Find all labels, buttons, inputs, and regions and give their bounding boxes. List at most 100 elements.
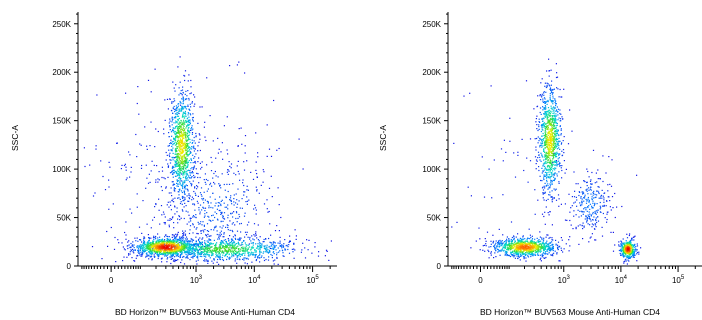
right-plot-event-dot [591,196,593,198]
right-plot-event-dot [493,159,495,161]
left-plot-event-dot [252,246,254,249]
right-plot-event-dot [535,146,537,148]
right-plot-event-dot [584,181,586,183]
left-plot-event-dot [175,247,177,249]
right-plot-event-dot [549,191,551,193]
left-plot-event-dot [206,244,209,246]
right-plot-event-dot [534,156,537,158]
left-plot-event-dot [190,159,193,161]
left-plot-event-dot [234,244,236,246]
right-plot-event-dot [633,239,635,241]
left-plot-event-dot [186,142,188,145]
right-plot-event-dot [583,226,585,228]
left-plot-event-dot [219,258,222,261]
left-plot-event-dot [163,246,165,248]
left-plot-event-dot [199,244,201,246]
left-plot-event-dot [201,247,203,249]
right-plot-event-dot [551,224,553,226]
left-plot-event-dot [197,252,199,254]
left-plot-event-dot [195,136,197,138]
left-plot-event-dot [193,150,195,152]
left-plot-event-dot [166,204,168,206]
left-plot-event-dot [228,257,230,259]
left-plot-event-dot [194,244,196,246]
left-plot-event-dot [191,243,193,246]
left-plot-event-dot [175,240,177,242]
left-plot-event-dot [140,246,142,248]
left-plot-event-dot [125,238,127,240]
left-plot-event-dot [257,243,259,245]
left-plot-event-dot [181,185,183,187]
left-plot-event-dot [179,141,181,143]
left-plot-event-dot [149,247,151,249]
right-plot-event-dot [556,124,558,126]
left-plot-event-dot [166,247,168,249]
right-plot-event-dot [505,240,507,242]
left-plot-event-dot [165,253,167,255]
left-plot-event-dot [241,198,243,200]
right-plot-event-dot [488,246,490,248]
left-plot-event-dot [219,257,221,259]
left-plot-event-dot [220,211,222,213]
left-plot-event-dot [176,240,178,242]
right-plot-event-dot [538,126,540,128]
left-plot-event-dot [183,134,185,136]
left-plot-event-dot [167,238,169,240]
right-plot-event-dot [628,257,630,259]
left-plot-event-dot [229,199,231,201]
right-plot-event-dot [499,245,501,247]
right-plot-event-dot [578,243,580,245]
right-plot-event-dot [575,196,577,198]
left-plot-event-dot [203,255,205,257]
left-plot-event-dot [187,174,189,176]
left-plot-event-dot [175,136,177,138]
right-plot-event-dot [542,193,544,195]
left-plot-event-dot [243,184,245,187]
left-plot-event-dot [181,123,183,126]
right-plot-event-dot [552,247,554,249]
right-plot-event-dot [559,88,561,91]
right-plot-event-dot [547,185,549,187]
left-plot-event-dot [219,185,221,187]
right-plot-event-dot [580,197,582,199]
left-plot-event-dot [204,255,206,257]
left-plot-event-dot [175,241,177,244]
right-plot-event-dot [547,175,549,178]
left-plot-event-dot [179,250,181,252]
left-plot-event-dot [171,240,173,242]
left-plot-event-dot [156,165,158,167]
right-plot-event-dot [543,91,545,93]
right-plot-event-dot [571,130,573,132]
left-plot-event-dot [141,247,143,249]
left-plot-event-dot [181,245,183,247]
left-plot-event-dot [241,143,243,145]
left-plot-event-dot [223,218,226,220]
left-plot-event-dot [219,255,221,258]
left-plot-event-dot [129,253,131,255]
left-plot-event-dot [255,233,257,235]
right-plot-event-dot [542,251,545,253]
right-plot-event-dot [541,180,543,182]
right-plot-event-dot [557,194,560,196]
left-plot-event-dot [206,260,208,262]
right-plot-event-dot [530,254,533,256]
left-plot-event-dot [137,249,139,251]
left-plot-event-dot [154,68,156,70]
right-plot-event-dot [544,161,546,163]
left-plot-event-dot [210,202,212,204]
left-plot-event-dot [177,183,179,185]
left-plot-event-dot [152,241,154,243]
left-plot-event-dot [284,239,286,241]
left-plot-event-dot [195,247,197,249]
left-plot-event-dot [176,142,178,144]
right-plot-event-dot [555,76,558,79]
left-plot-event-dot [147,242,150,244]
right-plot-event-dot [618,245,620,247]
left-plot-event-dot [229,256,231,258]
right-plot-event-dot [549,98,551,100]
left-plot-event-dot [191,148,193,150]
left-plot-event-dot [212,214,214,216]
left-plot-event-dot [233,201,235,203]
right-plot-event-dot [558,205,560,207]
right-plot-event-dot [593,216,595,218]
